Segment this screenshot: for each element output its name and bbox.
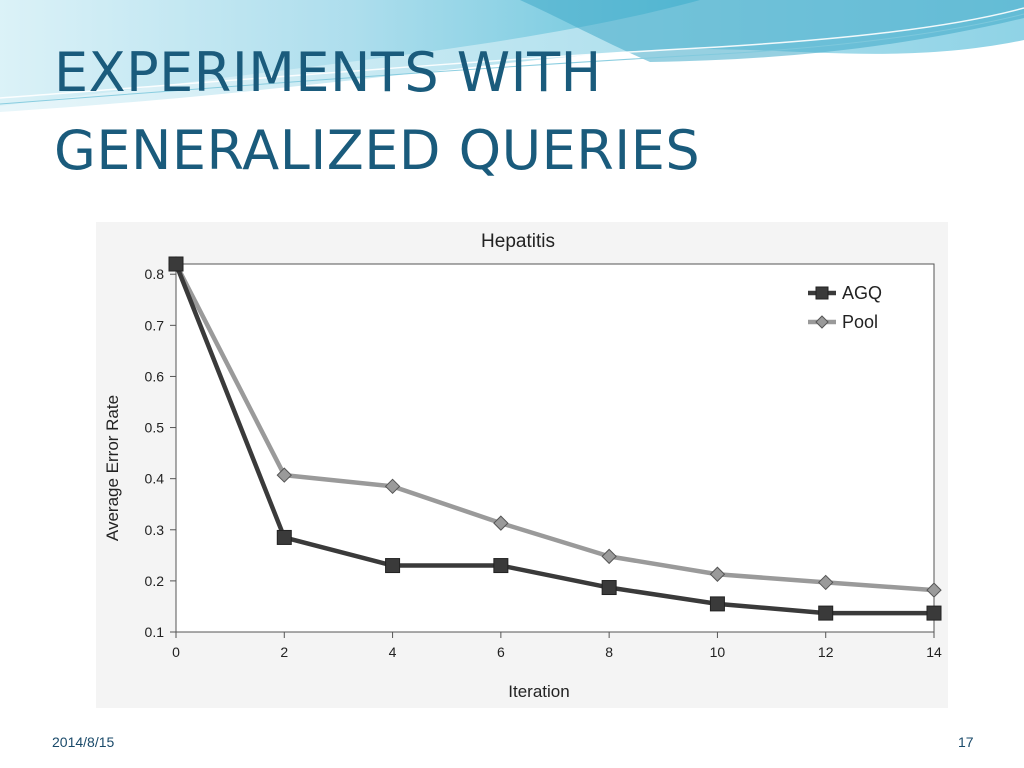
y-tick-label: 0.3 xyxy=(145,522,165,538)
pool-point xyxy=(926,582,942,598)
slide-page-number: 17 xyxy=(958,734,974,750)
agq-point xyxy=(601,580,617,596)
hepatitis-line-chart: Hepatitis Iteration Average Error Rate 0… xyxy=(103,231,942,701)
pool-point xyxy=(818,574,834,591)
pool-point xyxy=(709,566,726,582)
x-tick-label: 4 xyxy=(389,644,397,660)
slide-title: EXPERIMENTS WITH GENERALIZED QUERIES xyxy=(54,34,954,190)
legend-agq-label: AGQ xyxy=(842,283,882,303)
agq-point xyxy=(709,596,725,612)
x-tick-label: 14 xyxy=(926,644,942,660)
x-tick-label: 8 xyxy=(605,644,613,660)
chart-title: Hepatitis xyxy=(481,231,555,252)
pool-point xyxy=(276,467,292,483)
y-tick-label: 0.5 xyxy=(145,420,165,436)
data-series xyxy=(168,256,942,621)
axis-ticks: 0 2 4 6 8 10 12 14 0.1 0.2 0.3 0.4 0.5 0.6 0.7 0.8 xyxy=(145,266,942,660)
plot-frame xyxy=(175,263,935,633)
pool-series-line xyxy=(173,262,935,593)
x-tick-label: 2 xyxy=(280,644,288,660)
header-wave-decoration xyxy=(0,0,1024,112)
x-tick-label: 10 xyxy=(710,644,726,660)
agq-point xyxy=(493,558,509,574)
pool-point xyxy=(384,478,401,495)
chart-panel: Hepatitis Iteration Average Error Rate 0… xyxy=(96,222,948,708)
slide-date: 2014/8/15 xyxy=(52,734,115,750)
x-tick-label: 12 xyxy=(818,644,834,660)
y-tick-label: 0.4 xyxy=(145,471,165,487)
pool-point xyxy=(601,548,617,565)
legend-pool-marker xyxy=(815,315,829,329)
agq-point xyxy=(276,529,292,545)
agq-point xyxy=(926,605,942,621)
legend-agq-marker xyxy=(815,286,829,300)
y-tick-label: 0.1 xyxy=(145,624,165,640)
pool-point xyxy=(493,515,509,531)
agq-series-line xyxy=(173,263,934,616)
x-tick-label: 0 xyxy=(172,644,180,660)
agq-point xyxy=(168,256,184,272)
y-tick-label: 0.7 xyxy=(145,317,165,333)
slide-title-line-2: GENERALIZED QUERIES xyxy=(54,119,701,182)
agq-point xyxy=(385,558,401,574)
y-tick-label: 0.8 xyxy=(145,266,165,282)
chart-legend: AGQ Pool xyxy=(808,283,882,332)
y-axis-label: Average Error Rate xyxy=(103,395,122,541)
legend-pool-label: Pool xyxy=(842,312,878,332)
slide-title-line-1: EXPERIMENTS WITH xyxy=(54,41,602,104)
x-tick-label: 6 xyxy=(497,644,505,660)
y-tick-label: 0.6 xyxy=(145,368,165,384)
agq-point xyxy=(818,605,834,621)
x-axis-label: Iteration xyxy=(508,682,569,701)
y-tick-label: 0.2 xyxy=(145,573,165,589)
